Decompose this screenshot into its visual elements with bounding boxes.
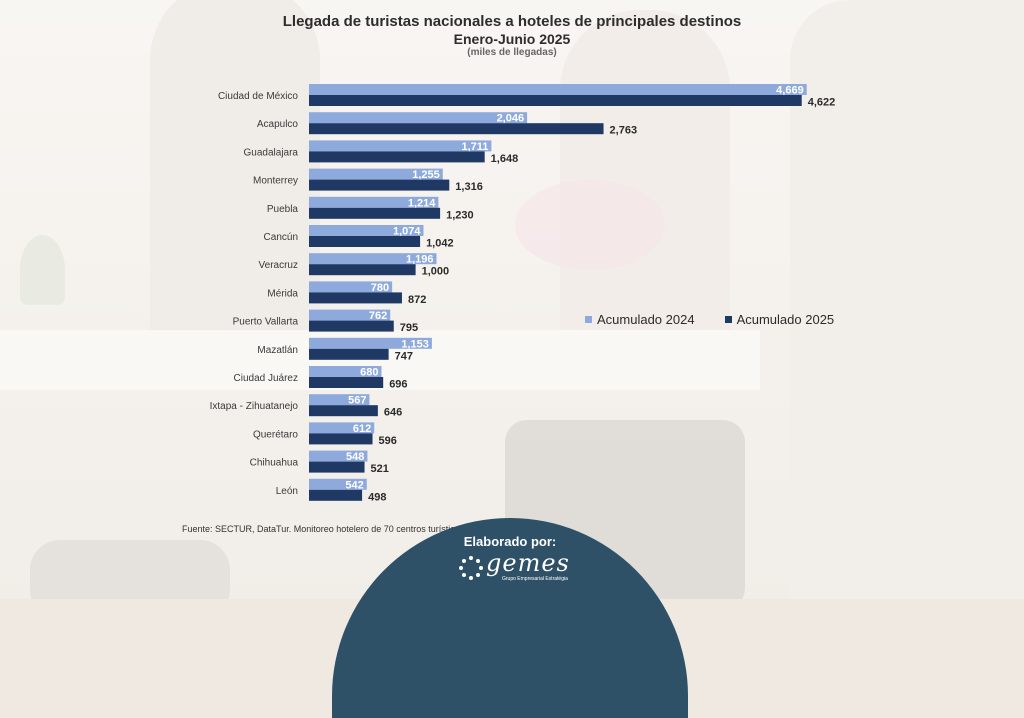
data-label-2025: 1,042: [426, 238, 454, 250]
bar-2024: [309, 309, 391, 321]
bar-2025: [309, 433, 373, 445]
data-label-2024: 1,196: [406, 254, 434, 266]
bar-2025: [309, 95, 802, 106]
bar-2025: [309, 264, 416, 276]
bar-2025: [309, 489, 363, 501]
legend-label-2025: Acumulado 2025: [736, 312, 835, 327]
category-label: Ciudad Juárez: [234, 373, 298, 384]
data-label-2025: 795: [400, 322, 418, 334]
legend-label-2024: Acumulado 2024: [597, 312, 695, 327]
category-label: León: [276, 486, 298, 497]
legend-swatch-2024: [585, 316, 592, 323]
bar-2024: [309, 196, 439, 208]
data-label-2024: 1,153: [401, 338, 429, 350]
bar-2024: [309, 422, 375, 434]
data-label-2024: 542: [345, 479, 363, 491]
data-label-2025: 1,000: [422, 266, 450, 278]
data-label-2024: 548: [346, 451, 364, 463]
bar-2024: [309, 478, 367, 490]
bar-2025: [309, 236, 421, 247]
data-label-2025: 747: [395, 350, 413, 362]
chart-units: (miles de llegadas): [467, 47, 557, 58]
category-label: Guadalajara: [244, 147, 299, 158]
bar-2025: [309, 151, 485, 163]
data-label-2025: 521: [371, 463, 389, 475]
category-label: Mérida: [267, 288, 298, 299]
bar-2024: [309, 112, 528, 124]
data-label-2024: 612: [353, 423, 371, 435]
category-label: Ixtapa - Zihuatanejo: [210, 401, 299, 412]
data-label-2024: 680: [360, 367, 378, 379]
bar-2024: [309, 450, 368, 462]
data-label-2025: 872: [408, 294, 426, 306]
category-label: Acapulco: [257, 119, 299, 130]
legend-swatch-2025: [724, 316, 732, 323]
data-label-2025: 1,648: [491, 153, 519, 165]
category-label: Ciudad de México: [218, 91, 298, 102]
data-label-2025: 696: [389, 379, 407, 391]
data-label-2025: 4,622: [808, 97, 836, 109]
bar-2025: [309, 405, 378, 417]
bar-2024: [309, 281, 393, 293]
data-label-2024: 1,711: [461, 141, 488, 153]
bar-2025: [309, 320, 394, 332]
footer-label: Elaborado por:: [463, 534, 557, 549]
category-label: Monterrey: [253, 176, 298, 187]
category-label: Veracruz: [259, 260, 298, 271]
source-note: Fuente: SECTUR, DataTur. Monitoreo hotel…: [182, 524, 467, 534]
bar-2025: [309, 179, 450, 191]
data-label-2024: 2,046: [497, 113, 525, 125]
bar-2024: [309, 225, 424, 236]
bar-2024: [309, 168, 443, 180]
data-label-2024: 4,669: [776, 85, 804, 97]
legend: Acumulado 2024 Acumulado 2025: [585, 312, 834, 327]
bar-2025: [309, 461, 365, 473]
bar-2025: [309, 377, 384, 388]
data-label-2025: 646: [384, 407, 402, 419]
bar-2025: [309, 123, 604, 135]
chart-title: Llegada de turistas nacionales a hoteles…: [282, 13, 742, 30]
category-label: Chihuahua: [250, 458, 299, 469]
category-label: Mazatlán: [257, 345, 298, 356]
bar-2024: [309, 337, 432, 349]
data-label-2024: 762: [369, 310, 387, 322]
category-label: Cancún: [264, 232, 298, 243]
data-label-2025: 596: [379, 435, 397, 447]
logo-tagline: Grupo Empresarial Estratégia: [502, 576, 568, 582]
bar-2025: [309, 207, 441, 219]
data-label-2024: 780: [371, 282, 389, 294]
data-label-2025: 498: [368, 491, 386, 503]
bar-chart: Ciudad de México 4,669 4,622 Acapulco 2,046 2…: [210, 84, 836, 503]
data-label-2024: 1,074: [393, 226, 421, 238]
data-label-2024: 567: [348, 395, 366, 407]
category-label: Puerto Vallarta: [233, 317, 299, 328]
chart-subtitle: Enero-Junio 2025: [453, 31, 571, 47]
bar-2024: [309, 84, 807, 95]
legend-item-2024: Acumulado 2024: [585, 312, 695, 327]
gemes-logo: gemes Grupo Empresarial Estratégia: [458, 549, 578, 585]
bar-2024: [309, 140, 492, 152]
data-label-2025: 2,763: [610, 125, 638, 137]
logo-dots-icon: [459, 556, 483, 580]
legend-item-2025: Acumulado 2025: [724, 312, 835, 327]
bar-2025: [309, 292, 402, 304]
data-label-2024: 1,214: [408, 197, 436, 209]
data-label-2025: 1,230: [446, 209, 474, 221]
bar-2025: [309, 348, 389, 360]
logo-wordmark: gemes: [486, 549, 570, 577]
bar-2024: [309, 394, 370, 406]
bar-2024: [309, 366, 382, 377]
category-label: Querétaro: [253, 429, 298, 440]
category-label: Puebla: [267, 204, 299, 215]
bar-2024: [309, 253, 437, 265]
data-label-2024: 1,255: [412, 169, 440, 181]
data-label-2025: 1,316: [455, 181, 483, 193]
